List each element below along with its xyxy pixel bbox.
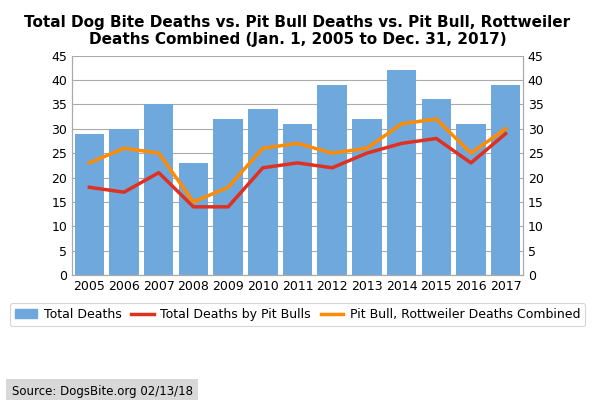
Bar xyxy=(178,163,208,275)
Bar xyxy=(214,119,243,275)
Title: Total Dog Bite Deaths vs. Pit Bull Deaths vs. Pit Bull, Rottweiler
Deaths Combin: Total Dog Bite Deaths vs. Pit Bull Death… xyxy=(24,15,571,47)
Bar xyxy=(387,70,416,275)
Bar xyxy=(352,119,381,275)
Text: Source: DogsBite.org 02/13/18: Source: DogsBite.org 02/13/18 xyxy=(12,385,193,398)
Bar xyxy=(144,104,174,275)
Bar xyxy=(248,109,277,275)
Bar xyxy=(318,85,347,275)
Bar xyxy=(109,129,139,275)
Bar xyxy=(491,85,521,275)
Legend: Total Deaths, Total Deaths by Pit Bulls, Pit Bull, Rottweiler Deaths Combined: Total Deaths, Total Deaths by Pit Bulls,… xyxy=(10,303,585,326)
Bar xyxy=(283,124,312,275)
Bar xyxy=(456,124,486,275)
Bar xyxy=(421,100,451,275)
Bar xyxy=(74,134,104,275)
